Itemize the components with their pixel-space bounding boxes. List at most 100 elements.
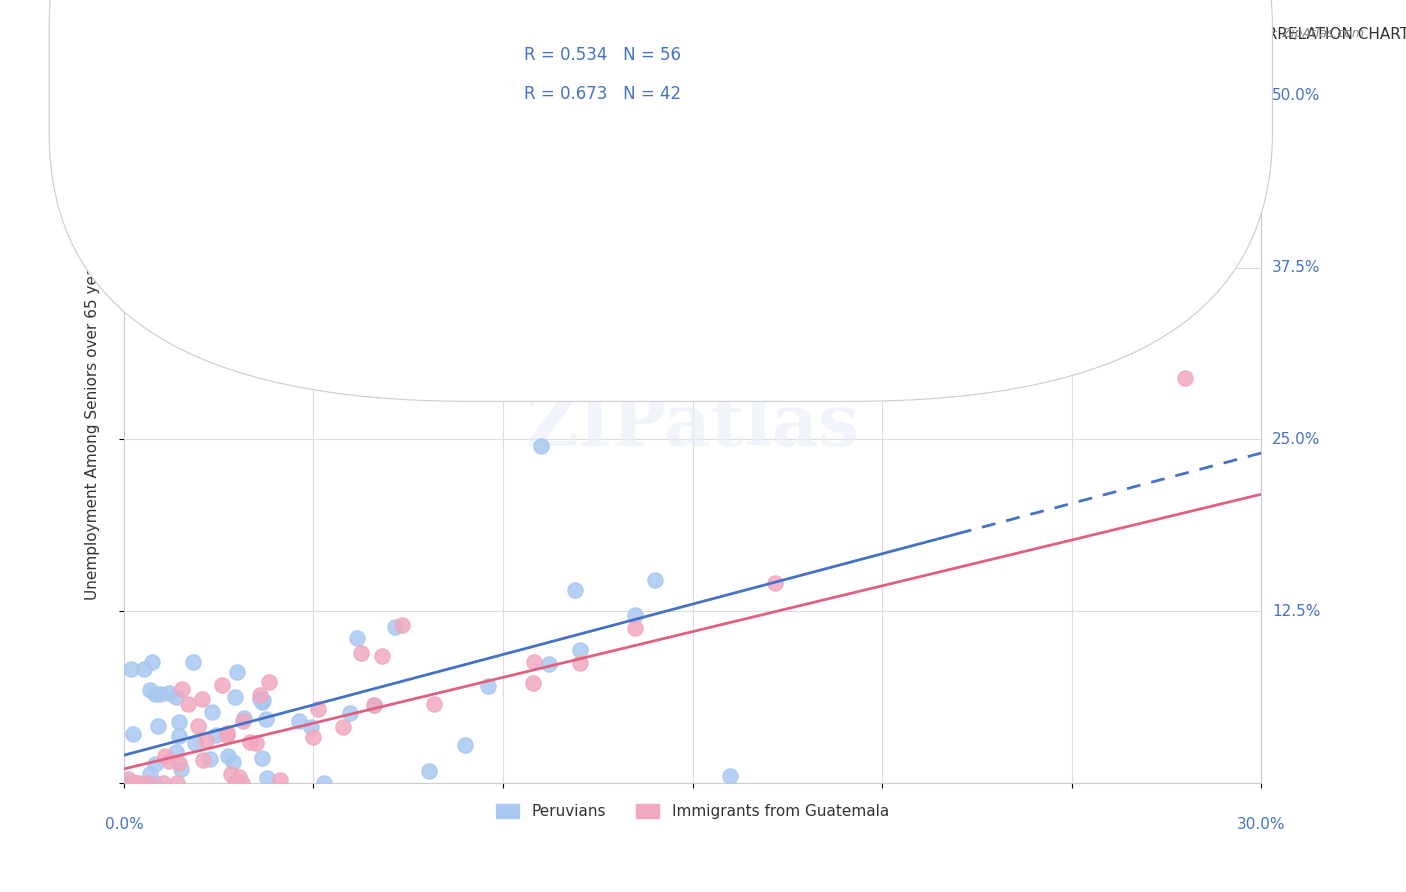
Point: [530, 439, 553, 453]
Point: [193, 753, 215, 767]
Point: [125, 775, 148, 789]
Point: [181, 656, 204, 670]
Point: [124, 775, 146, 789]
Text: 30.0%: 30.0%: [1237, 817, 1285, 832]
Point: [569, 657, 592, 671]
Point: [346, 631, 368, 645]
Point: [170, 682, 193, 697]
Point: [122, 775, 145, 789]
Text: 25.0%: 25.0%: [1272, 432, 1320, 447]
Point: [231, 714, 253, 728]
Text: R = 0.534   N = 56: R = 0.534 N = 56: [524, 46, 682, 64]
Point: [418, 764, 440, 778]
Point: [1174, 370, 1197, 384]
Point: [269, 773, 291, 788]
Point: [149, 688, 172, 702]
Text: PERUVIAN VS IMMIGRANTS FROM GUATEMALA UNEMPLOYMENT AMONG SENIORS OVER 65 YEARS C: PERUVIAN VS IMMIGRANTS FROM GUATEMALA UN…: [492, 27, 1406, 42]
Point: [169, 762, 191, 776]
Text: 0.0%: 0.0%: [104, 817, 143, 832]
Point: [231, 775, 253, 789]
Point: [371, 649, 394, 664]
Point: [167, 715, 190, 730]
Point: [167, 729, 190, 743]
Point: [187, 719, 209, 733]
Point: [624, 607, 647, 622]
Point: [138, 683, 160, 698]
Point: [454, 738, 477, 752]
Point: [201, 705, 224, 719]
Point: [117, 772, 139, 786]
Point: [224, 775, 246, 789]
Point: [157, 686, 180, 700]
Point: [538, 657, 561, 671]
Point: [718, 769, 741, 783]
Point: [363, 698, 385, 712]
Point: [222, 755, 245, 769]
Text: R = 0.673   N = 42: R = 0.673 N = 42: [524, 85, 682, 103]
Point: [143, 757, 166, 772]
Point: [350, 647, 373, 661]
Point: [118, 775, 141, 789]
Point: [384, 619, 406, 633]
Point: [644, 574, 666, 588]
Point: [252, 693, 274, 707]
Point: [257, 675, 280, 690]
Point: [194, 733, 217, 747]
Point: [252, 751, 274, 765]
Point: [523, 655, 546, 669]
Point: [363, 698, 385, 712]
Point: [256, 771, 278, 785]
Point: [157, 755, 180, 769]
Point: [215, 729, 238, 743]
Text: 37.5%: 37.5%: [1272, 260, 1320, 275]
Point: [299, 720, 322, 734]
Point: [135, 775, 157, 789]
Point: [177, 697, 200, 711]
Point: [564, 583, 586, 598]
Point: [217, 749, 239, 764]
Point: [606, 253, 628, 268]
Point: [143, 775, 166, 789]
Point: [198, 752, 221, 766]
Point: [184, 736, 207, 750]
Point: [332, 720, 354, 734]
Point: [153, 748, 176, 763]
Point: [136, 775, 159, 789]
Point: [190, 691, 212, 706]
Point: [763, 575, 786, 590]
Point: [339, 706, 361, 720]
Point: [249, 692, 271, 706]
Point: [120, 662, 142, 676]
Point: [477, 679, 499, 693]
Point: [624, 621, 647, 635]
Point: [117, 775, 139, 789]
Text: 12.5%: 12.5%: [1272, 604, 1320, 618]
Point: [205, 728, 228, 742]
Point: [141, 655, 163, 669]
Point: [165, 745, 187, 759]
Point: [132, 662, 155, 676]
Point: [522, 675, 544, 690]
Point: [239, 735, 262, 749]
Y-axis label: Unemployment Among Seniors over 65 years: Unemployment Among Seniors over 65 years: [86, 252, 100, 600]
Point: [250, 695, 273, 709]
Point: [391, 617, 413, 632]
Point: [152, 775, 174, 789]
Point: [143, 687, 166, 701]
Text: 50.0%: 50.0%: [1272, 88, 1320, 103]
Point: [146, 719, 169, 733]
Point: [232, 711, 254, 725]
Point: [215, 725, 238, 739]
Point: [128, 775, 150, 789]
Point: [245, 736, 267, 750]
Text: ZIPatlas: ZIPatlas: [526, 390, 859, 461]
Point: [221, 766, 243, 780]
Point: [224, 690, 246, 705]
Legend: Peruvians, Immigrants from Guatemala: Peruvians, Immigrants from Guatemala: [491, 797, 894, 825]
Point: [165, 690, 187, 704]
Point: [287, 714, 309, 728]
Point: [138, 766, 160, 780]
Point: [307, 702, 329, 716]
Point: [228, 770, 250, 784]
Text: Source: ZipAtlas.com: Source: ZipAtlas.com: [1230, 27, 1364, 40]
